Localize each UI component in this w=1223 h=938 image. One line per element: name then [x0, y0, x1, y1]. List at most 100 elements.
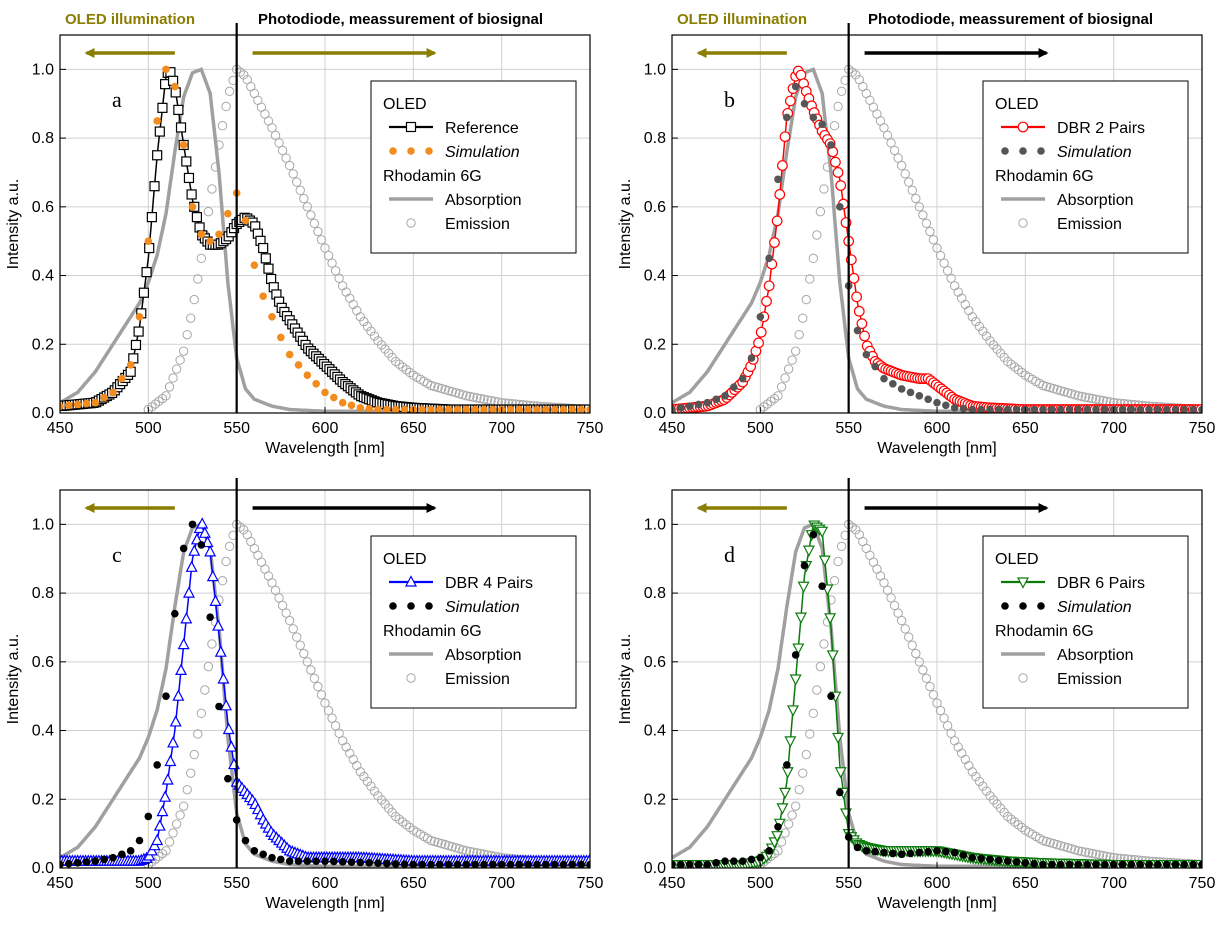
simulation-point: [1003, 405, 1012, 413]
emission-point: [900, 624, 910, 634]
device-point: [832, 167, 844, 178]
emission-point: [1077, 846, 1087, 857]
emission-point: [833, 556, 843, 567]
device-point: [185, 560, 198, 572]
x-tick-label: 750: [577, 420, 604, 437]
emission-point: [168, 373, 178, 383]
emission-point: [447, 841, 457, 852]
simulation-point: [1118, 405, 1127, 413]
emission-point: [1041, 836, 1052, 847]
legend-device-marker: [405, 121, 417, 133]
emission-point: [1070, 390, 1080, 400]
legend-simulation-label: Simulation: [445, 144, 520, 161]
emission-point: [175, 355, 185, 365]
series-simulation: [672, 530, 1202, 868]
legend-box: [370, 535, 577, 709]
emission-point: [886, 593, 896, 603]
emission-point: [904, 632, 914, 642]
emission-point: [1084, 848, 1094, 858]
simulation-point: [188, 203, 197, 211]
simulation-point: [82, 858, 91, 866]
x-tick-label: 650: [400, 420, 427, 437]
legend-group-oled: OLED: [383, 551, 427, 568]
simulation-point: [703, 398, 712, 407]
emission-point: [978, 781, 988, 791]
emission-point: [182, 784, 192, 795]
emission-point: [189, 749, 199, 760]
simulation-point: [765, 847, 773, 855]
simulation-point: [1162, 405, 1171, 413]
device-point: [777, 160, 788, 171]
simulation-point: [418, 405, 426, 413]
emission-point: [239, 525, 249, 535]
emission-point: [306, 665, 316, 675]
simulation-point: [959, 404, 968, 413]
simulation-point: [268, 312, 276, 321]
emission-point: [1070, 845, 1080, 855]
device-point: [198, 526, 211, 538]
emission-point: [851, 525, 861, 535]
device-point: [138, 287, 150, 298]
emission-point: [221, 101, 231, 112]
emission-point: [946, 273, 956, 283]
simulation-point: [791, 82, 800, 91]
simulation-point: [462, 860, 471, 868]
emission-point: [277, 600, 288, 611]
x-tick-label: 700: [1100, 875, 1127, 892]
emission-point: [472, 393, 482, 403]
emission-point: [981, 786, 992, 796]
simulation-point: [65, 859, 73, 868]
simulation-point: [126, 361, 135, 369]
simulation-point: [383, 405, 391, 413]
x-tick-label: 450: [659, 875, 686, 892]
simulation-point: [685, 860, 694, 868]
panel-a: 450 500 550 600 650 700 750 0.0 0.2 0.4 0.6 0.8 1.0 W…: [5, 23, 603, 457]
device-point: [753, 337, 764, 349]
legend-absorption-label: Absorption: [1057, 192, 1134, 209]
emission-point: [967, 312, 978, 322]
simulation-point: [144, 812, 153, 821]
y-tick-label: 0.2: [644, 791, 666, 808]
device-point: [161, 773, 174, 785]
device-point: [175, 663, 188, 676]
legend-emission-marker: [406, 673, 416, 683]
simulation-point: [862, 847, 871, 855]
emission-point: [270, 130, 281, 141]
emission-point: [302, 202, 313, 212]
emission-point: [359, 316, 369, 327]
device-point: [784, 736, 797, 748]
simulation-point: [559, 405, 568, 413]
legend-simulation-dot: [425, 602, 433, 610]
emission-point: [366, 781, 376, 791]
simulation-point: [559, 860, 568, 868]
emission-point: [436, 383, 447, 394]
emission-point: [292, 632, 302, 642]
emission-point: [299, 648, 309, 659]
emission-point: [801, 294, 811, 305]
simulation-point: [818, 582, 826, 591]
simulation-point: [1189, 405, 1197, 413]
emission-point: [882, 130, 893, 141]
simulation-point: [338, 398, 347, 407]
emission-point: [787, 355, 797, 365]
simulation-point: [515, 405, 524, 413]
simulation-point: [1171, 405, 1180, 413]
device-point: [802, 545, 815, 557]
emission-point: [932, 698, 942, 708]
simulation-point: [800, 99, 809, 108]
simulation-point: [453, 405, 462, 413]
header-left-b: OLED illumination: [677, 11, 807, 28]
simulation-point: [515, 860, 524, 868]
legend-simulation-label: Simulation: [1057, 599, 1132, 616]
legend-simulation-dot: [407, 602, 415, 610]
emission-point: [918, 210, 928, 220]
legend-emission-label: Emission: [445, 671, 510, 688]
emission-point: [323, 250, 334, 261]
emission-point: [911, 648, 921, 659]
simulation-point: [730, 857, 738, 865]
legend-simulation-dot: [1019, 602, 1027, 610]
legend: OLED DBR 2 Pairs Simulation Rhodamin 6G Abso…: [982, 80, 1189, 254]
emission-point: [935, 250, 946, 261]
emission-point: [935, 705, 946, 716]
simulation-point: [995, 405, 1003, 413]
